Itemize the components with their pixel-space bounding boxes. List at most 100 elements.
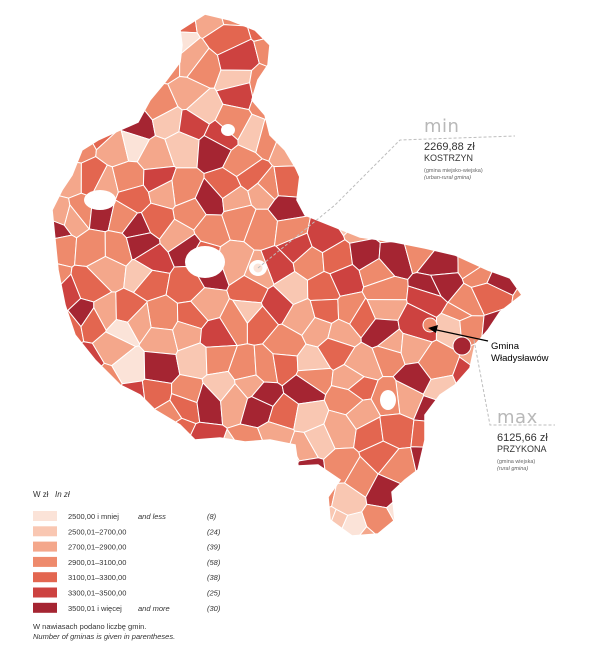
wladyslawow-annotation: Gmina Władysławów [428, 325, 549, 364]
legend-swatch [33, 572, 57, 583]
gmina-polygon [125, 405, 155, 434]
gmina-polygon [452, 470, 494, 513]
legend-row: 2500,01–2700,00 (24) [33, 526, 221, 537]
gmina-polygon [192, 485, 221, 530]
legend-swatch [33, 541, 57, 552]
gmina-polygon [57, 36, 105, 77]
gmina-polygon [377, 525, 418, 536]
legend-count: (8) [207, 512, 217, 521]
gmina-polygon [168, 443, 202, 481]
gmina-polygon [69, 109, 93, 143]
gmina-polygon [412, 465, 456, 491]
gmina-polygon [246, 450, 280, 483]
legend-label-en: and more [138, 604, 170, 613]
gmina-polygon [327, 109, 362, 143]
gmina-polygon [400, 38, 435, 64]
legend-label: 3300,01–3500,00 [68, 589, 126, 598]
gmina-polygon [462, 188, 492, 215]
gmina-polygon [344, 144, 378, 171]
gmina-polygon [316, 14, 364, 45]
gmina-polygon [434, 400, 465, 425]
gmina-polygon [411, 485, 456, 509]
gmina-polygon [451, 386, 485, 426]
gmina-polygon [458, 523, 488, 536]
gmina-polygon [505, 94, 522, 133]
legend-row: 3500,01 i więcej and more (30) [33, 602, 221, 613]
gmina-polygon [144, 469, 183, 503]
gmina-polygon [285, 501, 318, 536]
min-heading: min [424, 116, 459, 137]
gmina-polygon [484, 368, 516, 407]
legend-count: (38) [207, 573, 221, 582]
gmina-polygon [143, 350, 181, 384]
gmina-polygon [375, 14, 404, 54]
gmina-polygon [486, 101, 519, 139]
gmina-polygon [73, 412, 109, 453]
legend-row: 2500,00 i mniej and less (8) [33, 511, 217, 521]
gmina-polygon [116, 36, 152, 73]
gmina-polygon [52, 416, 77, 464]
gmina-polygon [153, 526, 186, 536]
legend-count: (39) [207, 543, 221, 552]
gmina-polygon [52, 14, 107, 35]
gmina-polygon [380, 49, 411, 88]
gmina-polygon [515, 184, 522, 232]
gmina-polygon [52, 180, 71, 226]
gmina-polygon [508, 229, 522, 271]
gmina-polygon [351, 44, 384, 70]
gmina-polygon [381, 179, 417, 219]
annotation-line2: Władysławów [491, 353, 549, 364]
gmina-polygon [516, 136, 522, 190]
gmina-polygon [98, 14, 147, 29]
gmina-polygon [384, 150, 421, 189]
max-gmina-name: PRZYKONA [497, 444, 547, 454]
gmina-polygon [255, 531, 320, 536]
gmina-polygon [146, 294, 179, 331]
gmina-polygon [426, 418, 465, 444]
gmina-polygon [60, 372, 92, 414]
min-value: 2269,88 zł [424, 141, 475, 153]
gmina-polygon [485, 158, 520, 184]
legend-note-pl: W nawiasach podano liczbę gmin. [33, 622, 146, 631]
gmina-polygon [354, 181, 387, 218]
gmina-polygon [272, 473, 308, 509]
gmina-polygon [455, 44, 478, 83]
gmina-polygon [459, 206, 492, 245]
gmina-polygon [406, 53, 438, 89]
max-heading: max [497, 407, 538, 428]
gmina-polygon [301, 83, 337, 113]
gmina-polygon [358, 152, 389, 188]
gmina-polygon [505, 503, 522, 536]
gmina-polygon [402, 518, 434, 536]
gmina-polygon [52, 234, 78, 268]
gmina-polygon [52, 393, 75, 444]
gmina-polygon [333, 165, 368, 197]
gmina-polygon [294, 66, 334, 98]
gmina-polygon [437, 206, 462, 247]
gmina-polygon [87, 82, 124, 117]
gmina-polygon [343, 14, 379, 46]
gmina-polygon [410, 446, 447, 474]
gmina-polygon [440, 448, 474, 487]
gmina-polygon [275, 14, 361, 30]
min-leader-line [257, 135, 516, 269]
max-gmina-type-en: (rural gmina) [497, 466, 528, 472]
gmina-polygon [454, 14, 496, 47]
gmina-polygon [275, 77, 304, 116]
gmina-polygon [436, 504, 472, 536]
gmina-polygon [332, 36, 364, 66]
gmina-polygon [507, 130, 522, 170]
gmina-polygon [67, 470, 100, 505]
gmina-polygon [52, 355, 70, 402]
gmina-polygon [410, 419, 450, 449]
gmina-polygon [407, 204, 443, 242]
gmina-polygon [411, 179, 457, 211]
gmina-polygon [393, 22, 423, 52]
gmina-polygon [124, 69, 159, 89]
gmina-polygon [508, 14, 522, 33]
przykona-gmina [452, 336, 472, 356]
gmina-polygon [332, 84, 370, 112]
legend-count: (25) [207, 589, 221, 598]
gmina-polygon [219, 487, 255, 527]
